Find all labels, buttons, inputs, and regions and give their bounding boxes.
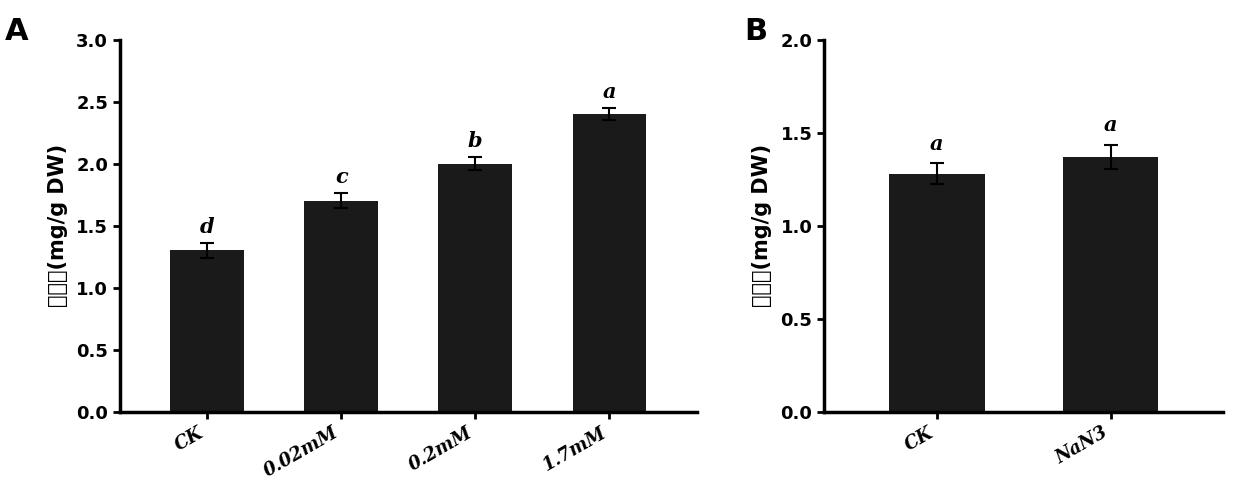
Y-axis label: 确含量(mg/g DW): 确含量(mg/g DW) — [753, 144, 773, 307]
Text: b: b — [467, 131, 482, 151]
Text: a: a — [603, 82, 616, 101]
Bar — [1063, 157, 1158, 412]
Bar — [573, 114, 646, 412]
Bar — [304, 201, 378, 412]
Text: B: B — [744, 17, 768, 46]
Bar — [170, 250, 244, 412]
Bar — [439, 164, 512, 412]
Y-axis label: 确含量(mg/g DW): 确含量(mg/g DW) — [48, 144, 68, 307]
Bar — [889, 173, 985, 412]
Text: a: a — [930, 134, 944, 154]
Text: a: a — [1104, 115, 1117, 135]
Text: A: A — [5, 17, 29, 46]
Text: c: c — [335, 167, 347, 187]
Text: d: d — [200, 217, 215, 237]
